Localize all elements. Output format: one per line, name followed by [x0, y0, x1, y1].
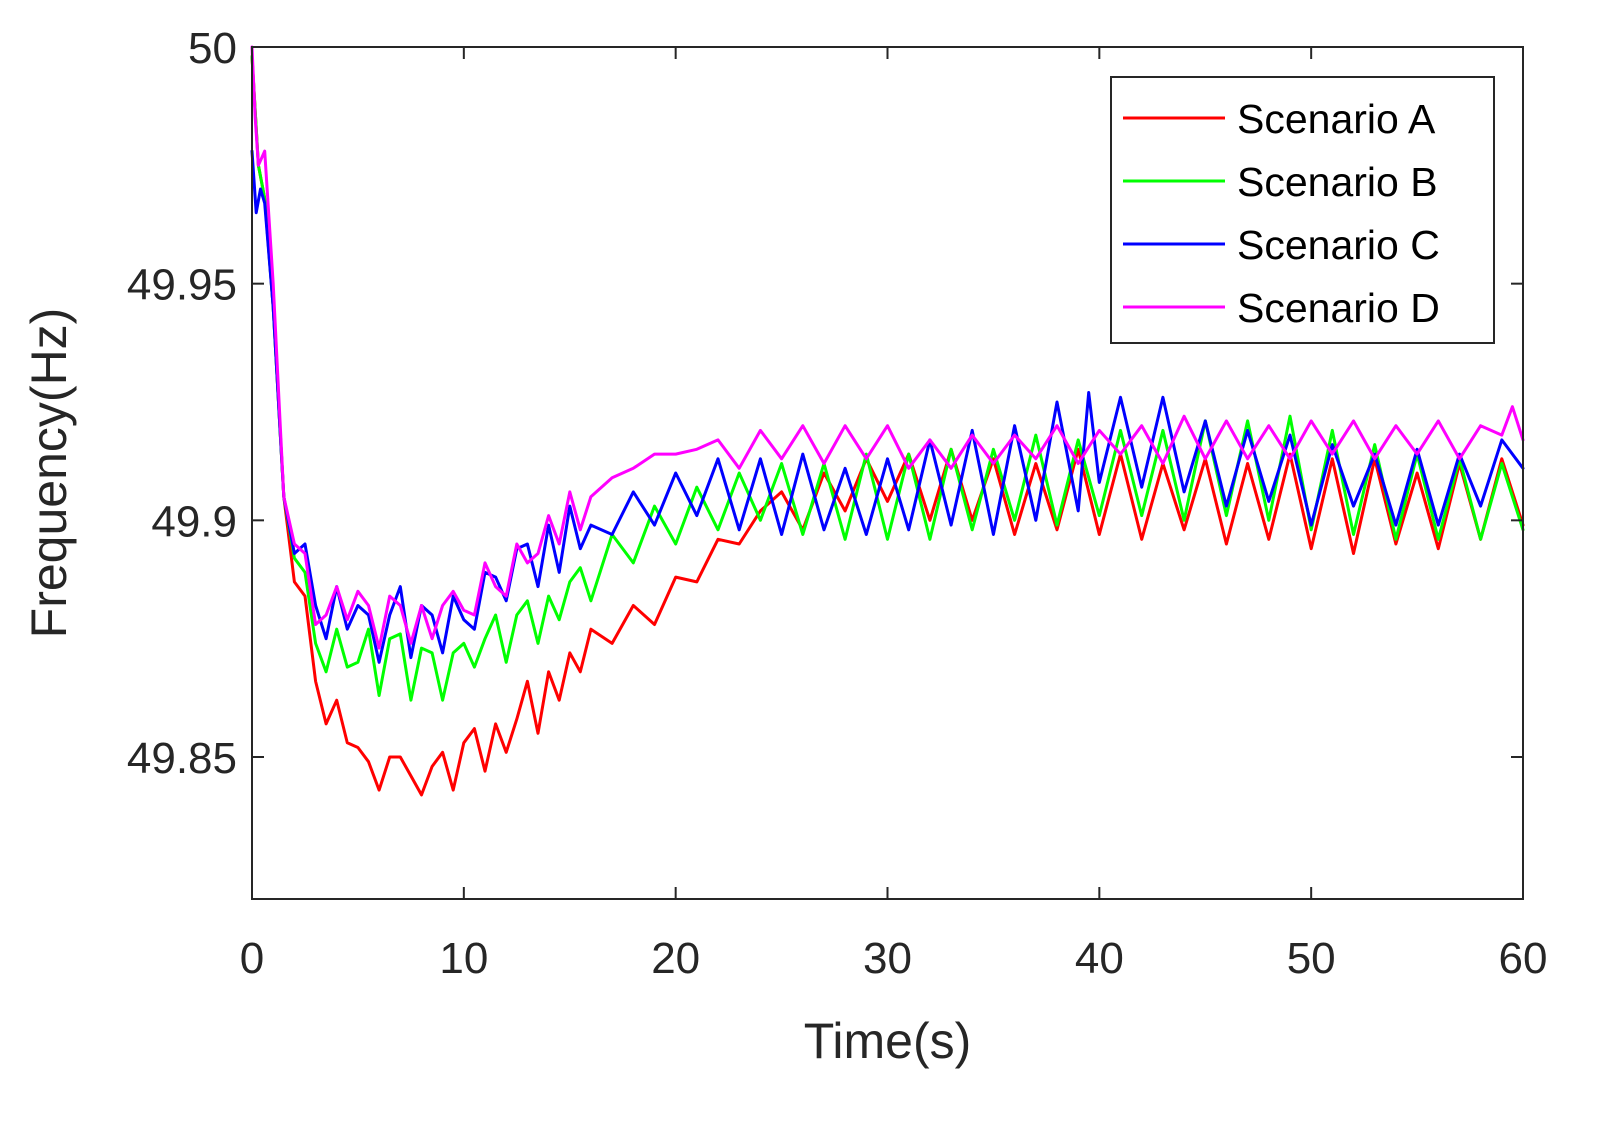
- y-tick-label: 49.85: [127, 734, 237, 783]
- series-line-c: [250, 149, 1525, 664]
- x-tick-label: 40: [1075, 934, 1124, 983]
- x-tick-label: 50: [1287, 934, 1336, 983]
- y-tick-label: 50: [188, 24, 237, 73]
- y-axis-label: Frequency(Hz): [21, 308, 77, 639]
- y-tick-label: 49.9: [151, 497, 237, 546]
- x-tick-label: 0: [240, 934, 264, 983]
- legend-label: Scenario D: [1237, 285, 1440, 331]
- x-axis-label: Time(s): [804, 1013, 972, 1069]
- legend-box: [1110, 76, 1495, 344]
- x-tick-label: 10: [439, 934, 488, 983]
- series-line-d: [250, 45, 1525, 650]
- y-tick-label: 49.95: [127, 261, 237, 310]
- legend-label: Scenario B: [1237, 159, 1438, 205]
- y-axis-ticks: 49.85 49.9 49.95 50: [127, 24, 1523, 783]
- series-line-a: [250, 55, 1525, 797]
- x-tick-label: 20: [651, 934, 700, 983]
- legend-label: Scenario A: [1237, 96, 1436, 142]
- x-axis-ticks: 0 10 20 30 40 50 60: [240, 47, 1548, 983]
- x-tick-label: 30: [863, 934, 912, 983]
- legend-label: Scenario C: [1237, 222, 1440, 268]
- x-tick-label: 60: [1499, 934, 1548, 983]
- legend: Scenario A Scenario B Scenario C Scenario D: [1110, 76, 1495, 344]
- series-layer: [250, 45, 1525, 797]
